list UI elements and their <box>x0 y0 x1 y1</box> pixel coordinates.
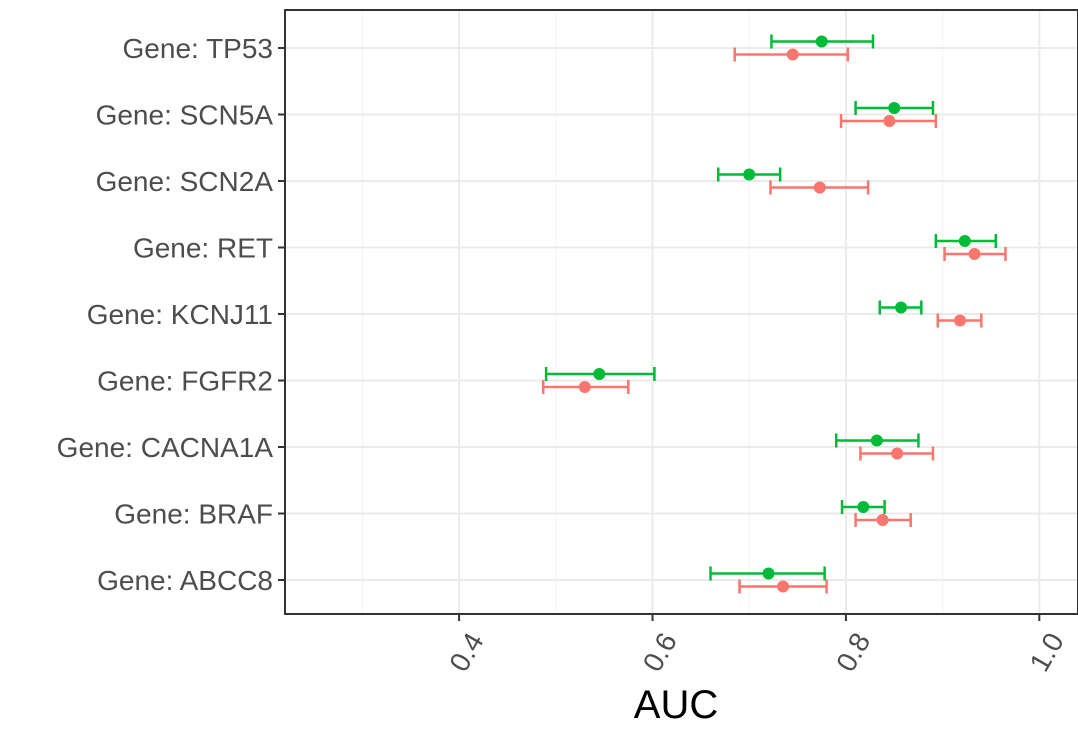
data-point <box>743 168 756 181</box>
y-tick-label: Gene: SCN2A <box>96 166 274 197</box>
error-bar <box>943 247 1007 261</box>
data-point <box>968 248 981 260</box>
error-bar <box>934 234 998 248</box>
error-bar <box>936 313 983 328</box>
error-bar <box>733 47 850 62</box>
error-bar <box>854 101 935 115</box>
y-tick-label: Gene: ABCC8 <box>97 565 273 596</box>
data-point <box>895 301 908 314</box>
error-bar <box>834 433 920 448</box>
y-tick-label: Gene: RET <box>133 233 273 264</box>
data-point <box>578 381 591 393</box>
data-point <box>777 580 790 593</box>
grid <box>285 10 1078 614</box>
error-bar <box>716 167 782 182</box>
plot-panel-border <box>284 9 1078 615</box>
data-point <box>593 368 606 380</box>
y-tick-label: Gene: CACNA1A <box>57 432 274 463</box>
x-tick-label: 0.8 <box>830 628 876 677</box>
y-tick-label: Gene: FGFR2 <box>97 366 273 397</box>
data-point <box>762 567 775 580</box>
x-axis-title: AUC <box>634 683 718 727</box>
x-tick-label: 0.4 <box>443 628 489 677</box>
error-bar <box>840 500 886 514</box>
error-bar <box>770 34 875 49</box>
x-axis: 0.4 0.6 0.8 1.0 <box>443 614 1070 677</box>
x-tick-label: 1.0 <box>1024 628 1070 677</box>
error-bar <box>541 380 630 394</box>
y-tick-label: Gene: BRAF <box>114 499 273 530</box>
data-marks <box>541 34 1007 594</box>
data-point <box>888 102 901 114</box>
data-point <box>958 235 971 247</box>
error-bar <box>854 513 912 527</box>
error-bar <box>709 566 826 581</box>
data-point <box>857 501 870 513</box>
error-bar <box>738 579 828 594</box>
data-point <box>954 314 967 327</box>
error-bar <box>859 446 935 461</box>
data-point <box>815 35 828 48</box>
data-point <box>876 514 889 526</box>
y-tick-label: Gene: KCNJ11 <box>87 299 273 330</box>
y-tick-label: Gene: SCN5A <box>96 100 274 131</box>
data-point <box>870 434 883 447</box>
error-bar <box>878 300 923 315</box>
data-point <box>786 48 799 61</box>
x-tick-label: 0.6 <box>637 628 683 677</box>
error-bar <box>769 180 870 195</box>
error-bar <box>839 114 938 128</box>
data-point <box>813 181 826 194</box>
data-point <box>891 447 904 460</box>
y-axis: Gene: TP53 Gene: SCN5A Gene: SCN2A Gene: RE… <box>57 33 285 596</box>
error-bar <box>544 367 656 381</box>
y-tick-label: Gene: TP53 <box>123 33 273 64</box>
data-point <box>883 115 896 127</box>
